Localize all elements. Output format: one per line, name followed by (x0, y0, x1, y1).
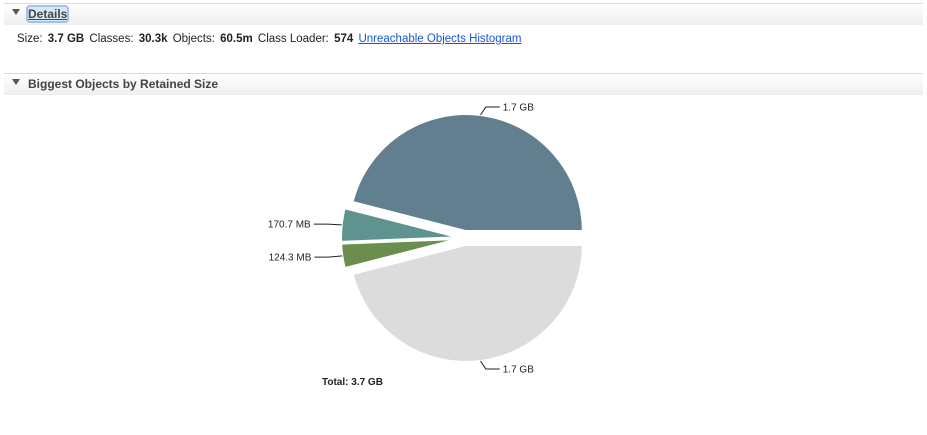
pie-slice[interactable] (351, 113, 584, 233)
biggest-objects-title: Biggest Objects by Retained Size (28, 77, 219, 91)
retained-size-pie-chart: 1.7 GB 170.7 MB 124.3 MB 1.7 GB (0, 95, 927, 435)
pie-slice-label: 124.3 MB (269, 253, 312, 264)
unreachable-histogram-link[interactable]: Unreachable Objects Histogram (358, 33, 522, 45)
classes-value: 30.3k (138, 33, 168, 45)
pie-slice-label: 170.7 MB (268, 220, 311, 231)
pie-slice[interactable] (340, 238, 459, 270)
biggest-objects-section-header[interactable]: Biggest Objects by Retained Size (4, 73, 923, 95)
pie-leader-line (313, 223, 342, 226)
pie-total-label: Total: 3.7 GB (322, 377, 383, 388)
details-summary: Size: 3.7 GB Classes: 30.3k Objects: 60.… (17, 33, 521, 45)
pie-slice[interactable] (340, 207, 459, 243)
size-value: 3.7 GB (47, 33, 85, 45)
objects-label: Objects: (172, 33, 215, 45)
details-title[interactable]: Details (25, 5, 70, 23)
pie-leader-line (480, 360, 500, 370)
class-loader-label: Class Loader: (257, 33, 329, 45)
objects-value: 60.5m (220, 33, 253, 45)
collapse-triangle-icon[interactable] (12, 79, 20, 85)
pie-leader-line (314, 255, 343, 258)
pie-leader-line (480, 106, 500, 116)
collapse-triangle-icon[interactable] (12, 9, 20, 15)
pie-slice[interactable] (351, 243, 584, 363)
size-label: Size: (17, 33, 43, 45)
details-section-header[interactable]: Details (4, 3, 923, 25)
pie-slice-label: 1.7 GB (503, 364, 534, 375)
pie-slice-label: 1.7 GB (503, 103, 534, 114)
classes-label: Classes: (89, 33, 134, 45)
pie-chart-svg: 1.7 GB 170.7 MB 124.3 MB 1.7 GB (268, 103, 584, 375)
class-loader-value: 574 (334, 33, 354, 45)
